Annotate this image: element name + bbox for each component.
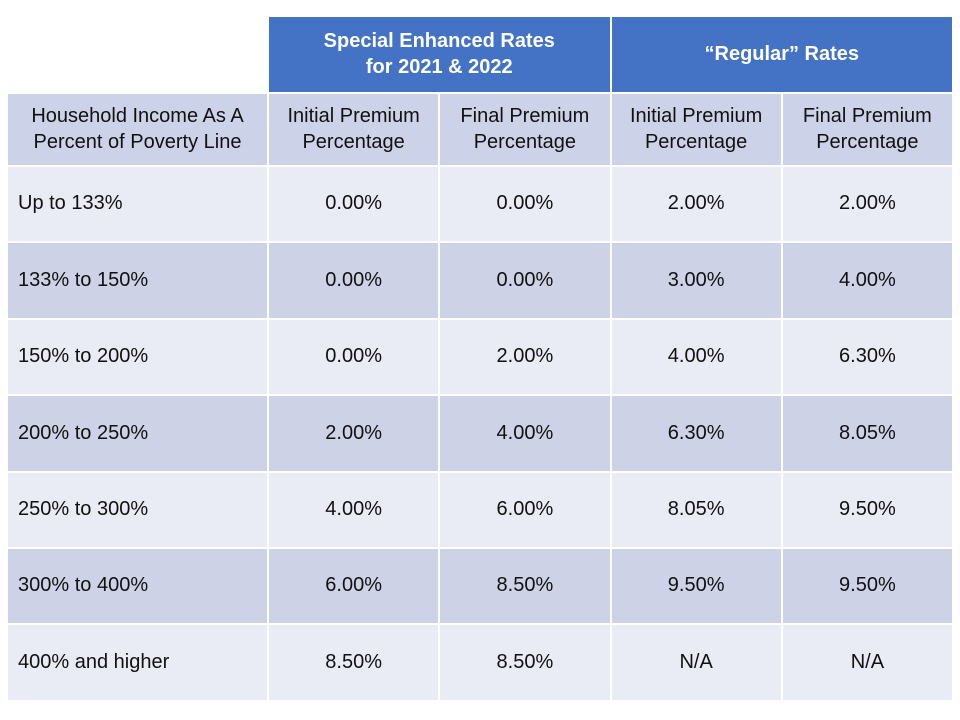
value-cell: 4.00%: [782, 243, 952, 318]
group-header-special-line2: for 2021 & 2022: [365, 55, 513, 78]
column-header-line1: Final Premium: [802, 104, 932, 127]
value-cell: 4.00%: [269, 472, 439, 547]
premium-rates-table: Special Enhanced Rates for 2021 & 2022 “…: [8, 17, 952, 700]
group-header-special-enhanced: Special Enhanced Rates for 2021 & 2022: [269, 17, 610, 92]
column-header-line2: Percentage: [473, 130, 577, 153]
column-header-line2: Percentage: [644, 130, 748, 153]
column-header-line1: Initial Premium: [287, 104, 420, 127]
column-header-final-premium-special: Final Premium Percentage: [440, 94, 610, 165]
value-cell: 9.50%: [782, 472, 952, 547]
value-cell: 0.00%: [269, 167, 439, 242]
column-header-household-income-line2: Percent of Poverty Line: [33, 130, 242, 153]
group-header-regular: “Regular” Rates: [611, 17, 952, 92]
row-label: 133% to 150%: [8, 243, 267, 318]
value-cell: N/A: [611, 625, 781, 700]
value-cell: 8.50%: [440, 625, 610, 700]
value-cell: 2.00%: [782, 167, 952, 242]
value-cell: 0.00%: [440, 167, 610, 242]
corner-spacer: [8, 17, 267, 92]
column-header-household-income: Household Income As A Percent of Poverty…: [8, 94, 267, 165]
column-header-line2: Percentage: [816, 130, 919, 153]
column-header-initial-premium-regular: Initial Premium Percentage: [611, 94, 781, 165]
value-cell: 8.05%: [611, 472, 781, 547]
value-cell: 9.50%: [782, 548, 952, 624]
value-cell: 6.30%: [782, 319, 952, 395]
value-cell: 6.00%: [440, 472, 610, 547]
column-header-household-income-line1: Household Income As A: [31, 104, 244, 127]
value-cell: 4.00%: [611, 319, 781, 395]
value-cell: 2.00%: [269, 396, 439, 471]
row-label: 300% to 400%: [8, 548, 267, 624]
group-header-special-line1: Special Enhanced Rates: [323, 29, 555, 52]
value-cell: 9.50%: [611, 548, 781, 624]
column-header-line1: Initial Premium: [629, 104, 763, 127]
value-cell: 0.00%: [269, 319, 439, 395]
value-cell: 2.00%: [440, 319, 610, 395]
value-cell: 8.50%: [440, 548, 610, 624]
value-cell: 3.00%: [611, 243, 781, 318]
value-cell: 4.00%: [440, 396, 610, 471]
column-header-line2: Percentage: [302, 130, 405, 153]
row-label: 150% to 200%: [8, 319, 267, 395]
value-cell: 6.00%: [269, 548, 439, 624]
value-cell: 8.05%: [782, 396, 952, 471]
column-header-final-premium-regular: Final Premium Percentage: [782, 94, 952, 165]
row-label: 400% and higher: [8, 625, 267, 700]
group-header-regular-label: “Regular” Rates: [704, 42, 860, 65]
value-cell: 6.30%: [611, 396, 781, 471]
row-label: 250% to 300%: [8, 472, 267, 547]
value-cell: 0.00%: [440, 243, 610, 318]
row-label: 200% to 250%: [8, 396, 267, 471]
value-cell: 0.00%: [269, 243, 439, 318]
value-cell: 8.50%: [269, 625, 439, 700]
column-header-line1: Final Premium: [460, 104, 590, 127]
value-cell: 2.00%: [611, 167, 781, 242]
column-header-initial-premium-special: Initial Premium Percentage: [269, 94, 439, 165]
row-label: Up to 133%: [8, 167, 267, 242]
value-cell: N/A: [782, 625, 952, 700]
